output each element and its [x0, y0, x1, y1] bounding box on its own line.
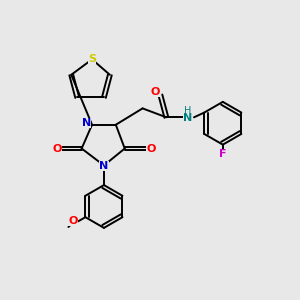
Text: N: N	[99, 161, 109, 171]
Text: S: S	[88, 54, 96, 64]
Text: O: O	[146, 143, 156, 154]
Text: N: N	[82, 118, 91, 128]
Text: O: O	[150, 87, 160, 97]
Text: O: O	[68, 216, 77, 226]
Text: O: O	[52, 143, 62, 154]
Text: F: F	[219, 149, 226, 160]
Text: N: N	[183, 113, 192, 124]
Text: H: H	[184, 106, 191, 116]
